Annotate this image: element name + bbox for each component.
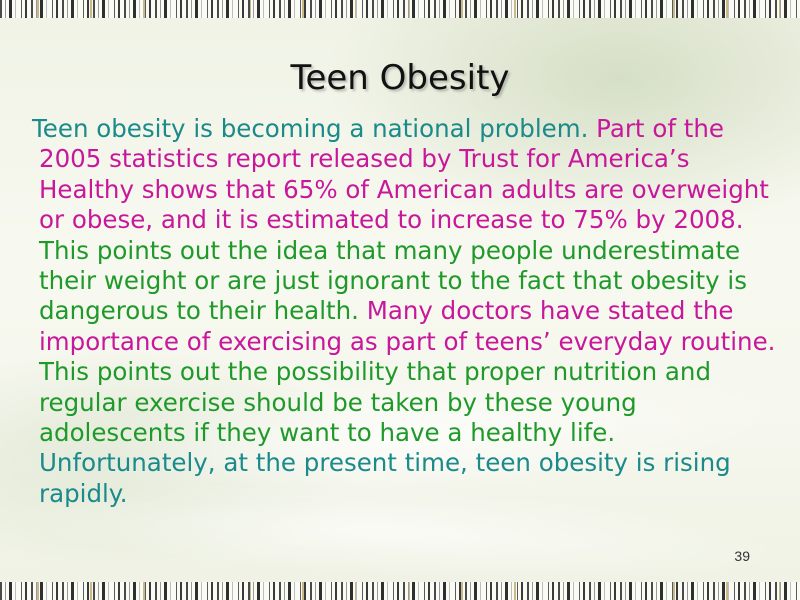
body-segment-1: Teen obesity is becoming a national prob… (32, 114, 597, 143)
body-segment-6: Unfortunately, at the present time, teen… (39, 448, 731, 508)
bottom-border-strip (0, 582, 800, 600)
body-segment-3: This points out the idea that many peopl… (39, 235, 747, 326)
slide-body-text: Teen obesity is becoming a national prob… (32, 114, 789, 509)
slide-title: Teen Obesity (290, 58, 510, 98)
slide-background (0, 18, 800, 599)
body-segment-2: Part of the 2005 statistics report relea… (39, 114, 769, 235)
body-segment-5: This points out the possibility that pro… (39, 357, 711, 448)
top-border-strip (0, 0, 800, 18)
page-number: 39 (734, 548, 750, 564)
body-segment-4: Many doctors have stated the importance … (39, 296, 776, 356)
